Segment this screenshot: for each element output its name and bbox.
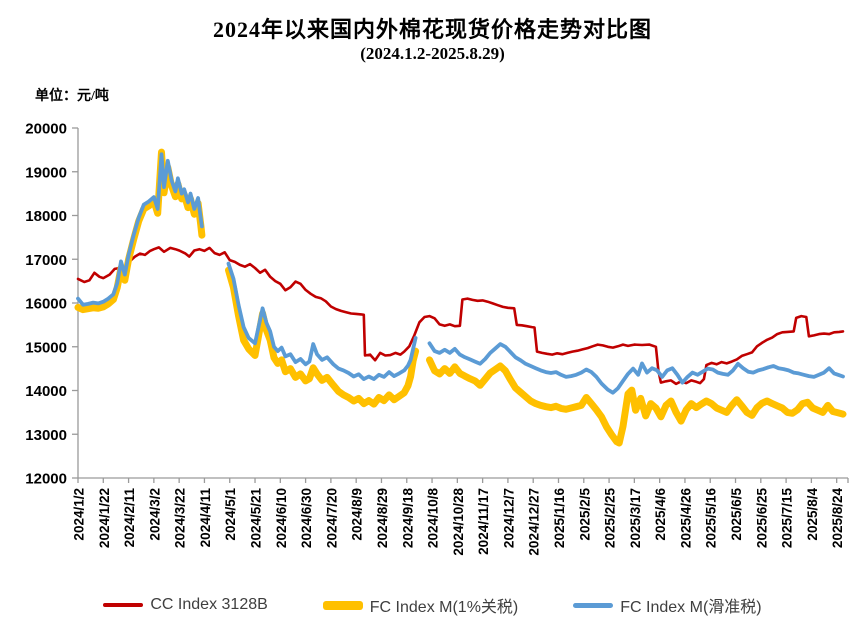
series-line-fc-index-m- xyxy=(427,341,845,395)
x-tick-label: 2024/8/9 xyxy=(350,488,365,541)
y-tick-label: 14000 xyxy=(25,383,67,400)
chart-subtitle: (2024.1.2-2025.8.29) xyxy=(360,44,505,63)
x-tick-label: 2024/5/21 xyxy=(249,488,264,549)
x-tick-label: 2024/3/2 xyxy=(147,488,162,541)
x-tick-label: 2024/3/22 xyxy=(173,488,188,548)
y-tick-label: 17000 xyxy=(25,252,67,269)
x-tick-label: 2024/5/1 xyxy=(223,488,238,541)
legend-item: CC Index 3128B xyxy=(103,596,268,614)
y-tick-label: 16000 xyxy=(25,296,67,313)
legend-label: FC Index M(滑准税) xyxy=(620,599,762,616)
x-tick-label: 2025/4/26 xyxy=(678,488,693,549)
legend-item: FC Index M(1%关税) xyxy=(322,593,519,617)
x-tick-label: 2025/3/17 xyxy=(628,488,643,548)
x-tick-label: 2025/6/5 xyxy=(729,488,744,541)
legend-swatch-icon xyxy=(103,603,144,607)
legend-swatch-icon xyxy=(322,600,363,610)
x-tick-label: 2024/10/28 xyxy=(451,488,466,556)
series-line-fc-index-m-1- xyxy=(225,266,420,408)
x-tick-label: 2025/1/16 xyxy=(552,488,567,549)
x-tick-label: 2024/7/20 xyxy=(324,488,339,548)
x-tick-label: 2025/6/25 xyxy=(754,488,769,549)
legend-swatch-icon xyxy=(573,602,614,608)
x-tick-label: 2024/6/30 xyxy=(299,488,314,548)
y-tick-label: 20000 xyxy=(25,121,67,138)
x-tick-label: 2024/12/27 xyxy=(527,488,542,556)
chart-title: 2024年以来国内外棉花现货价格走势对比图 xyxy=(212,17,652,42)
y-tick-label: 18000 xyxy=(25,208,67,225)
x-tick-label: 2025/8/24 xyxy=(830,488,845,549)
x-tick-label: 2024/1/22 xyxy=(97,488,112,548)
y-tick-label: 12000 xyxy=(25,471,67,488)
x-tick-label: 2025/2/25 xyxy=(603,488,618,549)
series-line-fc-index-m-1- xyxy=(74,148,206,314)
x-tick-label: 2025/7/15 xyxy=(780,488,795,549)
x-tick-label: 2025/8/4 xyxy=(805,488,820,541)
x-tick-label: 2024/10/8 xyxy=(426,488,441,549)
x-tick-label: 2024/1/2 xyxy=(72,488,87,541)
x-tick-label: 2024/2/11 xyxy=(122,488,137,548)
x-tick-label: 2025/2/5 xyxy=(577,488,592,541)
unit-label: 单位：元/吨 xyxy=(35,89,109,104)
x-tick-label: 2024/12/7 xyxy=(501,488,516,548)
chart-legend: CC Index 3128B FC Index M(1%关税) FC Index M… xyxy=(0,593,865,617)
legend-item: FC Index M(滑准税) xyxy=(573,593,762,617)
series-line-fc-index-m- xyxy=(226,261,418,382)
legend-label: FC Index M(1%关税) xyxy=(369,599,519,616)
x-tick-label: 2024/6/10 xyxy=(274,488,289,548)
price-line-chart: 12000 13000 14000 15000 16000 17000 18000 19000… xyxy=(25,121,849,556)
x-tick-label: 2024/8/29 xyxy=(375,488,390,548)
series-line-fc-index-m- xyxy=(76,152,204,307)
y-tick-label: 15000 xyxy=(25,339,67,356)
y-tick-label: 13000 xyxy=(25,427,67,444)
x-tick-label: 2025/4/6 xyxy=(653,488,668,541)
x-tick-label: 2024/9/18 xyxy=(400,488,415,549)
legend-label: CC Index 3128B xyxy=(150,596,268,613)
x-tick-label: 2025/5/16 xyxy=(704,488,719,549)
series-line-fc-index-m-1- xyxy=(426,356,847,447)
x-tick-label: 2024/11/17 xyxy=(476,488,491,555)
series-line-cc-index-3128b xyxy=(76,246,845,386)
x-tick-label: 2024/4/11 xyxy=(198,488,213,548)
y-tick-label: 19000 xyxy=(25,164,67,181)
